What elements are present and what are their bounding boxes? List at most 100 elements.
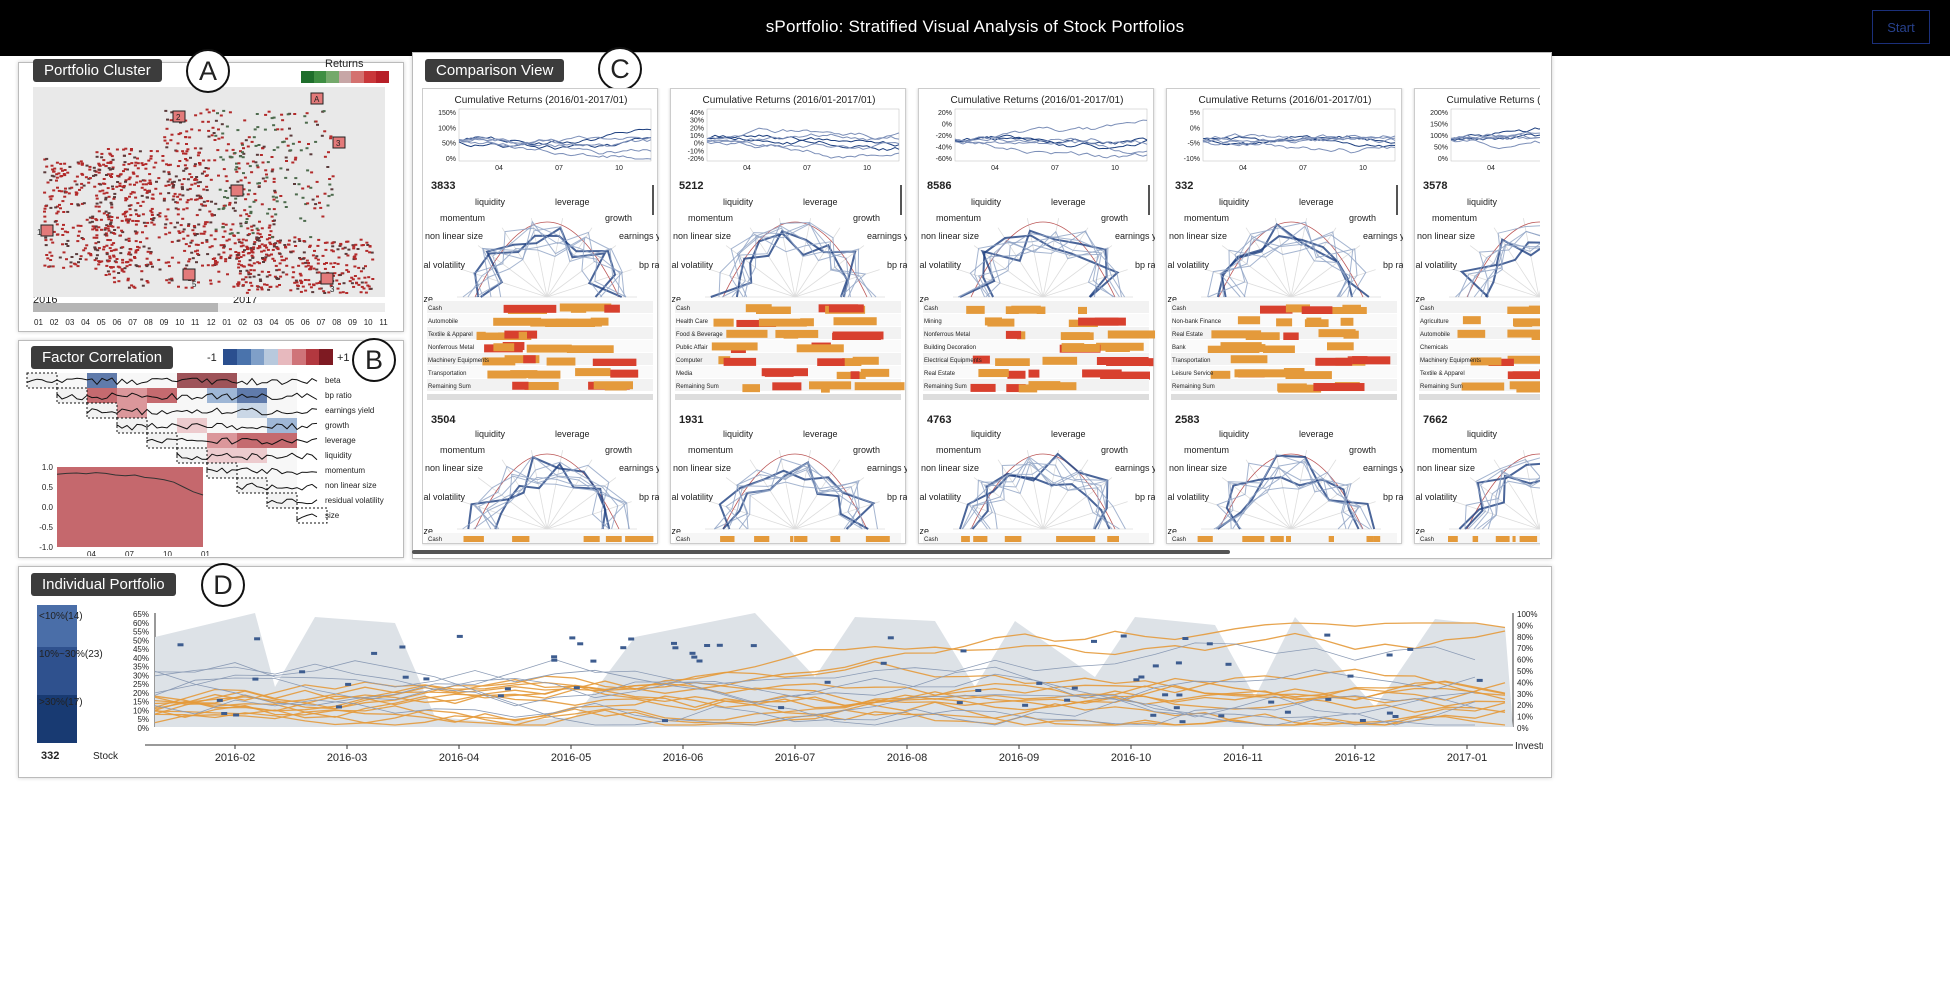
portfolio-point [268,237,271,240]
industry-bar [610,369,639,378]
portfolio-point [202,225,206,228]
portfolio-point [353,265,357,268]
portfolio-timeline[interactable]: 65%60%55%50%45%40%35%30%25%20%15%10%5%0%… [115,597,1543,779]
portfolio-point [116,174,120,177]
industry-bar [1005,330,1022,339]
portfolio-point [250,284,254,287]
portfolio-point [280,259,284,262]
radar-profile [1220,223,1370,298]
portfolio-point [107,212,111,215]
comparison-card[interactable]: Cumulative Returns (2016/01-2017/01) 40% 3… [647,88,931,544]
portfolio-point [176,165,180,168]
portfolio-point [131,219,135,222]
industry-bar [1507,329,1540,338]
portfolio-point [193,234,197,237]
portfolio-point [294,279,298,282]
portfolio-point [54,206,58,209]
portfolio-point [343,246,347,249]
portfolio-point [264,169,268,172]
factor-axis-label: leverage [1051,197,1086,207]
portfolio-point [329,262,333,265]
factor-axis-label: leverage [555,429,590,439]
returns-ytick: -60% [936,156,952,163]
portfolio-point [199,112,203,115]
portfolio-point [118,185,122,187]
portfolio-point [225,125,229,128]
portfolio-point [190,286,194,289]
holding-marker [1324,633,1331,637]
portfolio-point [252,246,256,249]
radar-axis [794,501,880,530]
comparison-card[interactable]: Cumulative Returns (2016/01-2017/01) 150%… [422,88,683,544]
portfolio-point [242,172,245,175]
portfolio-point [353,257,357,260]
holding-marker [216,698,223,702]
portfolio-point [105,253,109,256]
portfolio-point [201,264,204,267]
portfolio-point [299,274,303,277]
portfolio-point [118,182,122,185]
comparison-cards[interactable]: Cumulative Returns (2016/01-2017/01) 150%… [422,88,1540,546]
left-axis-tick: 30% [133,671,149,680]
portfolio-point [150,218,153,220]
portfolio-point [265,253,268,256]
portfolio-point [244,222,248,224]
cash-row-bg [1171,533,1397,543]
factor-axis-label: earnings yield [1363,231,1403,241]
returns-series-line [706,127,900,140]
portfolio-point [124,238,128,241]
portfolio-point [127,163,131,166]
comparison-card[interactable]: Cumulative Returns (2016/01-2017/01) 5% 0%… [1143,88,1427,544]
correlation-cell [267,463,297,478]
portfolio-point [222,204,226,207]
industry-label: Cash [924,306,938,312]
start-button[interactable]: Start [1872,10,1930,44]
industry-label: Remaining Sum [676,384,719,390]
portfolio-point [109,162,113,165]
portfolio-point [145,191,149,194]
portfolio-point [251,160,255,163]
portfolio-point [190,183,194,186]
cash-row-bg [1419,533,1540,543]
comparison-card[interactable]: Cumulative Returns (2016/01-2017/01) 20% 0… [895,88,1179,544]
industry-label: Leisure Service [1172,371,1214,377]
correlation-cell [207,433,237,448]
portfolio-point [170,240,174,243]
returns-ytick: -40% [936,145,952,152]
label-c: C [598,47,642,91]
portfolio-point [124,179,128,182]
portfolio-point [370,251,374,254]
portfolio-point [241,284,245,287]
comparison-horizontal-scrollbar[interactable] [412,550,1230,554]
portfolio-point [196,181,200,184]
stock-weight-line [154,681,1506,724]
portfolio-point [234,201,237,204]
portfolio-point [95,151,99,154]
portfolio-point [129,204,133,207]
portfolio-point [217,270,221,273]
portfolio-point [305,112,309,115]
correlation-cell [267,373,297,388]
holding-marker [233,713,240,717]
holding-marker [960,649,967,653]
portfolio-point [174,207,178,210]
portfolio-point [69,265,73,268]
scale-swatch [291,349,306,365]
industry-bar [1531,332,1540,341]
portfolio-point [169,222,173,225]
portfolio-point [97,260,101,263]
portfolio-point [217,128,220,131]
radar-profile [1228,240,1348,298]
comparison-card[interactable]: Cumulative Returns (2016/01-2017/01)200%… [1391,88,1540,544]
portfolio-point [170,182,174,185]
radar-profile [1219,234,1354,298]
portfolio-point [203,230,207,233]
portfolio-point [133,286,137,289]
portfolio-point [331,245,335,248]
card-vertical-scrollbar [900,185,902,215]
stock-bins-bar[interactable]: <10%(14)10%~30%(23)>30%(17)332 Stock [27,605,127,775]
radar-profile [959,229,1108,298]
